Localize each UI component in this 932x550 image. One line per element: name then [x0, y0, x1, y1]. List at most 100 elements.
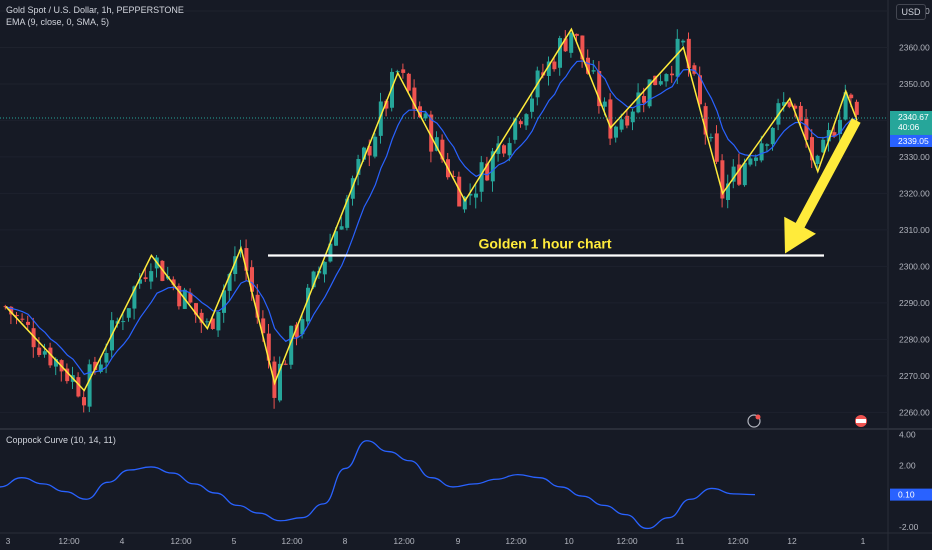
x-tick-label: 12:00	[505, 536, 527, 546]
x-tick-label: 5	[232, 536, 237, 546]
candle-body	[373, 136, 378, 157]
candle-body	[300, 319, 305, 335]
candle-body	[664, 74, 669, 82]
candle-body	[126, 308, 131, 318]
candle-body	[222, 290, 226, 313]
candle-body	[580, 35, 585, 60]
last-price-label: 2340.67	[898, 112, 929, 122]
candle-body	[569, 32, 574, 53]
ema-legend[interactable]: EMA (9, close, 0, SMA, 5)	[6, 17, 110, 27]
candle-body	[479, 162, 484, 192]
x-tick-label: 12	[787, 536, 797, 546]
candle-body	[362, 147, 366, 160]
candle-body	[14, 315, 19, 317]
candle-body	[619, 119, 624, 130]
candle-body	[658, 81, 663, 85]
candle-body	[311, 271, 316, 288]
candle-body	[748, 158, 753, 165]
coppock-y-tick: 4.00	[899, 430, 916, 440]
candle-body	[233, 256, 238, 275]
candle-body	[490, 151, 495, 182]
candle-body	[714, 133, 719, 162]
candle-body	[457, 176, 462, 207]
candle-body	[647, 79, 652, 107]
candle-body	[406, 73, 411, 91]
candle-body	[177, 285, 182, 307]
alert-dot-icon	[755, 414, 761, 420]
support-label: Golden 1 hour chart	[478, 235, 611, 251]
candle-body	[31, 328, 36, 348]
candle-body	[367, 146, 372, 156]
y-tick-label: 2310.00	[899, 225, 930, 235]
candle-body	[238, 249, 243, 253]
candle-body	[423, 113, 428, 119]
symbol-title[interactable]: Gold Spot / U.S. Dollar, 1h, PEPPERSTONE	[6, 5, 184, 15]
candle-body	[731, 166, 736, 182]
candle-body	[98, 364, 103, 372]
candle-body	[692, 65, 697, 74]
candle-body	[440, 139, 445, 160]
candle-body	[266, 333, 271, 361]
countdown-label: 40:06	[898, 122, 920, 132]
x-tick-label: 10	[564, 536, 574, 546]
candle-body	[468, 193, 473, 196]
candle-body	[205, 321, 210, 323]
x-tick-label: 12:00	[727, 536, 749, 546]
y-tick-label: 2280.00	[899, 334, 930, 344]
down-arrow	[784, 118, 861, 254]
candle-body	[76, 377, 81, 397]
candle-body	[630, 111, 635, 123]
y-tick-label: 2360.00	[899, 42, 930, 52]
candle-body	[401, 69, 406, 73]
candle-body	[843, 92, 848, 120]
candle-body	[244, 248, 249, 271]
candle-body	[390, 71, 394, 108]
candle-body	[82, 397, 86, 406]
y-tick-label: 2320.00	[899, 188, 930, 198]
y-tick-label: 2350.00	[899, 79, 930, 89]
x-tick-label: 12:00	[616, 536, 638, 546]
candle-body	[552, 61, 557, 70]
candle-body	[849, 94, 854, 99]
candle-body	[681, 40, 686, 43]
candle-body	[636, 92, 641, 113]
candle-body	[558, 38, 562, 68]
y-tick-label: 2290.00	[899, 298, 930, 308]
x-tick-label: 8	[343, 536, 348, 546]
ema-badge	[890, 134, 932, 147]
candle-body	[138, 279, 142, 284]
candle-body	[87, 364, 92, 407]
candle-body	[675, 38, 680, 77]
x-tick-label: 11	[676, 536, 685, 546]
x-tick-label: 4	[120, 536, 125, 546]
candle-body	[815, 155, 820, 164]
candle-body	[765, 144, 770, 146]
candle-body	[726, 183, 730, 201]
candle-body	[574, 33, 579, 36]
candle-body	[485, 163, 490, 181]
x-tick-label: 1	[861, 536, 866, 546]
candle-body	[614, 126, 618, 138]
candle-body	[278, 363, 282, 401]
candle-body	[597, 71, 602, 107]
candle-body	[434, 137, 439, 151]
currency-button[interactable]: USD	[896, 4, 926, 20]
candle-body	[104, 353, 109, 363]
candle-body	[686, 38, 691, 69]
candle-body	[782, 102, 786, 106]
candle-body	[608, 99, 613, 139]
candle-body	[261, 318, 266, 334]
candle-body	[759, 143, 764, 161]
alert-icon	[747, 414, 761, 428]
candle-body	[502, 145, 506, 154]
candle-body	[770, 127, 775, 145]
candle-body	[20, 318, 25, 320]
candle-body	[787, 102, 792, 107]
y-tick-label: 2300.00	[899, 261, 930, 271]
coppock-y-tick: -2.00	[899, 522, 919, 532]
candle-body	[345, 198, 350, 228]
candle-body	[334, 231, 338, 246]
coppock-legend[interactable]: Coppock Curve (10, 14, 11)	[6, 435, 116, 445]
